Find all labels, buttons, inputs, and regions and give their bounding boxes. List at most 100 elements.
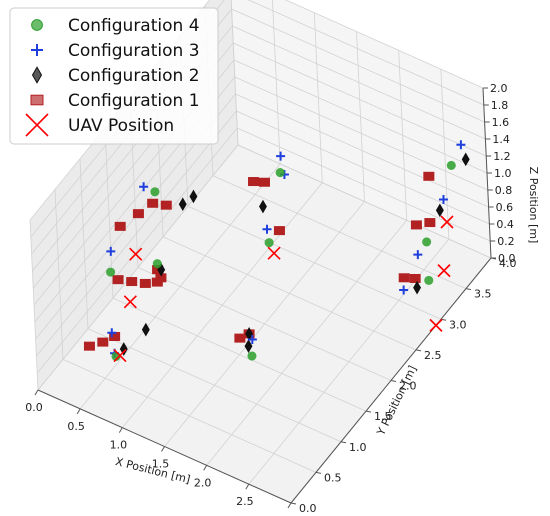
data-point [150, 187, 160, 197]
data-point [139, 182, 149, 192]
data-point [141, 322, 150, 337]
data-point [409, 273, 421, 283]
y-tick-label: 2.0 [399, 380, 417, 393]
legend-marker [25, 113, 49, 137]
data-point [437, 264, 451, 278]
y-tick-mark [465, 288, 472, 291]
legend-entry: Configuration 4 [31, 16, 200, 36]
data-point [258, 177, 270, 187]
data-point [97, 337, 109, 347]
data-point [423, 171, 435, 181]
data-point [244, 339, 253, 353]
grid-z-left [36, 127, 238, 374]
grid-z-back [234, 76, 488, 191]
legend-label: UAV Position [68, 116, 174, 136]
x-tick-mark [245, 483, 250, 490]
data-point [132, 209, 144, 219]
series-uav-position [113, 215, 454, 363]
data-point [119, 342, 128, 356]
x-tick-mark [287, 502, 292, 509]
data-point [107, 328, 117, 338]
grid-y-floor [87, 328, 342, 443]
x-tick-mark [34, 389, 39, 396]
data-point [422, 237, 432, 247]
data-point [259, 199, 267, 214]
y-tick-label: 0.0 [299, 502, 317, 515]
data-point [429, 318, 443, 332]
z-tick-label: 1.2 [493, 150, 511, 163]
legend-entry: Configuration 2 [31, 66, 200, 86]
grid-z-back [233, 59, 488, 174]
legend-marker [31, 19, 43, 31]
legend-marker [31, 66, 43, 84]
data-point [126, 277, 138, 287]
y-tick-mark [340, 441, 347, 444]
data-point [123, 295, 137, 309]
grid-z-left [37, 144, 239, 391]
grid-y-floor [212, 175, 467, 289]
data-point [264, 238, 274, 248]
legend-marker [31, 44, 43, 56]
data-point [106, 267, 116, 277]
x-tick-label: 2.5 [236, 495, 254, 508]
z-tick-label: 1.0 [494, 167, 512, 180]
data-point [83, 341, 95, 351]
data-point [247, 335, 257, 345]
data-point [262, 224, 272, 234]
grid-z-back [232, 25, 486, 140]
z-axis-label: Z Position [m] [527, 167, 540, 244]
z-tick-label: 0.6 [496, 201, 513, 214]
z-tick-label: 0.2 [497, 235, 515, 248]
x-tick-label: 0.5 [67, 420, 85, 433]
data-point [178, 197, 187, 212]
x-tick-mark [76, 408, 81, 415]
z-tick-label: 1.4 [492, 133, 510, 146]
legend-marker [30, 94, 44, 106]
grid-lines [29, 0, 492, 504]
data-point [106, 246, 116, 256]
z-tick-label: 1.6 [492, 116, 510, 129]
y-tick-label: 4.0 [499, 257, 517, 270]
legend-entry: Configuration 3 [31, 41, 200, 61]
data-point [276, 151, 286, 161]
data-point [413, 280, 422, 295]
data-point [112, 275, 124, 285]
data-point [114, 221, 126, 231]
z-tick-label: 1.8 [491, 99, 509, 112]
x-tick-mark [161, 446, 165, 452]
tick-labels: 0.00.51.01.52.02.53.00.00.51.01.52.02.53… [25, 82, 516, 516]
data-point [113, 349, 127, 363]
y-tick-label: 1.5 [374, 410, 392, 423]
y-tick-mark [390, 380, 397, 382]
z-tick-label: 2.0 [490, 82, 508, 95]
data-point [440, 215, 454, 229]
data-point [398, 273, 410, 283]
series-configuration-2 [119, 152, 470, 356]
legend: Configuration 4 Configuration 3 Configurat… [9, 7, 219, 145]
grid-y-floor [62, 359, 317, 473]
x-tick-label: 3.0 [278, 514, 296, 516]
data-point [438, 194, 448, 204]
data-point [399, 285, 409, 295]
grid-z-back [233, 42, 487, 157]
x-tick-label: 1.5 [152, 458, 170, 471]
z-tick-label: 0.4 [496, 218, 514, 231]
y-tick-label: 2.5 [424, 349, 442, 362]
data-point [247, 351, 257, 361]
data-point [424, 218, 436, 228]
y-tick-mark [415, 349, 422, 352]
grid-z-back [247, 0, 484, 106]
data-point [424, 275, 434, 285]
y-tick-mark [290, 502, 297, 505]
x-tick-mark [203, 465, 208, 471]
legend-frame [9, 7, 219, 145]
data-point [273, 226, 285, 236]
grid-z-back [235, 93, 489, 208]
data-point [435, 203, 444, 218]
y-tick-label: 3.5 [474, 288, 492, 301]
data-point [275, 168, 285, 178]
data-point [456, 140, 466, 150]
y-tick-label: 3.0 [449, 318, 467, 331]
grid-y-floor [137, 267, 392, 381]
